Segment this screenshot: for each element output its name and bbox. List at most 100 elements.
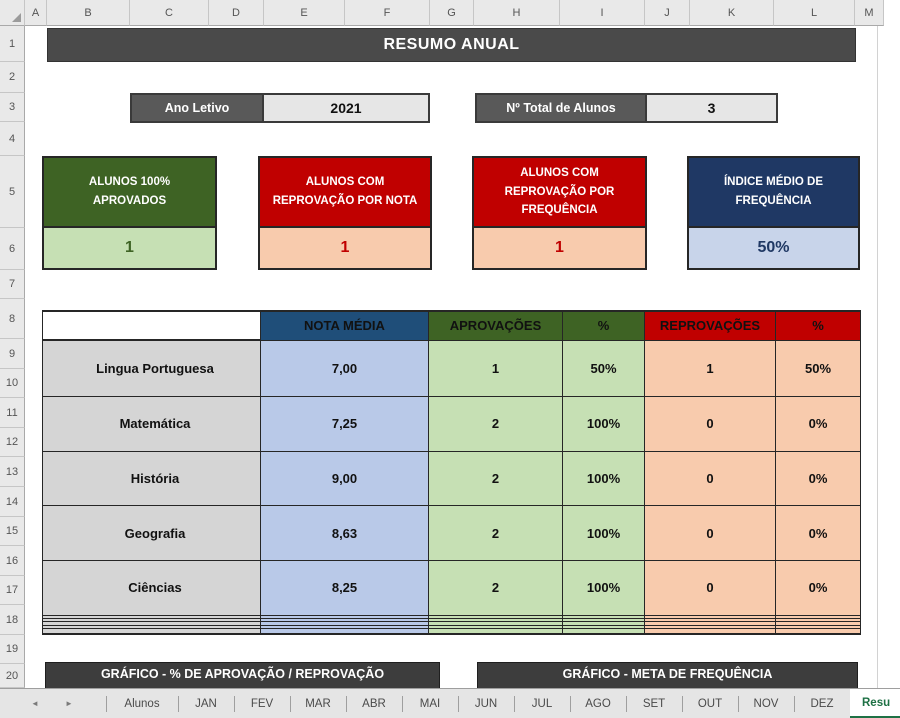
sheet-tab-jul[interactable]: JUL <box>514 689 570 718</box>
sheet-tab-fev[interactable]: FEV <box>234 689 290 718</box>
row-header-20[interactable]: 20 <box>0 664 25 688</box>
subject-cell[interactable]: História <box>42 450 261 507</box>
value-cell[interactable]: 7,25 <box>260 395 429 452</box>
value-cell[interactable]: 0 <box>644 505 776 561</box>
sheet-tab-mai[interactable]: MAI <box>402 689 458 718</box>
value-cell[interactable]: 0% <box>775 395 861 452</box>
subject-cell[interactable]: Lingua Portuguesa <box>42 338 261 397</box>
value-cell[interactable]: 0% <box>775 450 861 507</box>
column-header-D[interactable]: D <box>209 0 264 26</box>
row-header-8[interactable]: 8 <box>0 299 25 339</box>
column-header-L[interactable]: L <box>774 0 855 26</box>
column-header-cell: NOTA MÉDIA <box>260 310 429 341</box>
summary-card-value[interactable]: 1 <box>44 228 215 268</box>
column-header-H[interactable]: H <box>474 0 560 26</box>
value-cell[interactable]: 100% <box>562 505 645 561</box>
table-row-empty <box>42 621 861 626</box>
subject-cell[interactable] <box>42 628 261 636</box>
sheet-tab-mar[interactable]: MAR <box>290 689 346 718</box>
value-cell[interactable]: 8,25 <box>260 559 429 616</box>
column-header-A[interactable]: A <box>25 0 47 26</box>
row-header-2[interactable]: 2 <box>0 62 25 93</box>
value-cell[interactable]: 0 <box>644 450 776 507</box>
subject-cell[interactable]: Matemática <box>42 395 261 452</box>
subject-cell[interactable]: Ciências <box>42 559 261 616</box>
value-cell[interactable] <box>644 628 776 636</box>
row-header-15[interactable]: 15 <box>0 517 25 546</box>
sheet-tab-jun[interactable]: JUN <box>458 689 514 718</box>
sheet-tab-abr[interactable]: ABR <box>346 689 402 718</box>
value-cell[interactable]: 100% <box>562 450 645 507</box>
sheet-tab-nov[interactable]: NOV <box>738 689 794 718</box>
value-cell[interactable]: 8,63 <box>260 505 429 561</box>
summary-card-label: ALUNOS COM REPROVAÇÃO POR NOTA <box>260 158 430 228</box>
value-cell[interactable]: 50% <box>775 339 861 397</box>
row-header-11[interactable]: 11 <box>0 398 25 428</box>
sheet-tab-set[interactable]: SET <box>626 689 682 718</box>
row-header-1[interactable]: 1 <box>0 26 25 62</box>
total-alunos-value[interactable]: 3 <box>647 95 776 121</box>
value-cell[interactable]: 0 <box>644 395 776 452</box>
ano-letivo-value[interactable]: 2021 <box>264 95 428 121</box>
row-header-6[interactable]: 6 <box>0 228 25 270</box>
value-cell[interactable]: 9,00 <box>260 450 429 507</box>
value-cell[interactable]: 2 <box>428 559 563 616</box>
value-cell[interactable] <box>260 628 429 636</box>
summary-card-value[interactable]: 1 <box>260 228 430 268</box>
tab-scroll-right-icon[interactable]: ► <box>65 699 73 708</box>
row-header-3[interactable]: 3 <box>0 93 25 122</box>
row-header-16[interactable]: 16 <box>0 546 25 576</box>
value-cell[interactable] <box>562 628 645 636</box>
value-cell[interactable] <box>428 628 563 636</box>
value-cell[interactable]: 100% <box>562 395 645 452</box>
summary-card-value[interactable]: 50% <box>689 228 858 268</box>
sheet-tab-resumo-active[interactable]: Resu <box>850 689 900 718</box>
row-header-18[interactable]: 18 <box>0 605 25 635</box>
value-cell[interactable]: 1 <box>644 339 776 397</box>
column-header-F[interactable]: F <box>345 0 430 26</box>
row-header-19[interactable]: 19 <box>0 635 25 664</box>
column-header-J[interactable]: J <box>645 0 690 26</box>
column-header-M[interactable]: M <box>855 0 884 26</box>
column-header-E[interactable]: E <box>264 0 345 26</box>
row-header-5[interactable]: 5 <box>0 156 25 228</box>
sheet-tab-out[interactable]: OUT <box>682 689 738 718</box>
column-header-B[interactable]: B <box>47 0 130 26</box>
value-cell[interactable]: 0% <box>775 559 861 616</box>
sheet-tab-dez[interactable]: DEZ <box>794 689 850 718</box>
column-header-G[interactable]: G <box>430 0 474 26</box>
sheet-tab-jan[interactable]: JAN <box>178 689 234 718</box>
value-cell[interactable]: 7,00 <box>260 339 429 397</box>
value-cell[interactable] <box>775 624 861 630</box>
subject-cell[interactable]: Geografia <box>42 505 261 561</box>
column-header-I[interactable]: I <box>560 0 645 26</box>
value-cell[interactable]: 1 <box>428 339 563 397</box>
row-header-7[interactable]: 7 <box>0 270 25 299</box>
row-header-17[interactable]: 17 <box>0 576 25 605</box>
sheet-tab-alunos[interactable]: Alunos <box>106 689 178 718</box>
column-header-C[interactable]: C <box>130 0 209 26</box>
summary-card-value[interactable]: 1 <box>474 228 645 268</box>
value-cell[interactable]: 2 <box>428 505 563 561</box>
value-cell[interactable]: 2 <box>428 395 563 452</box>
table-row: Lingua Portuguesa 7,00 1 50% 1 50% <box>42 338 861 397</box>
row-header-13[interactable]: 13 <box>0 457 25 487</box>
sheet-tab-ago[interactable]: AGO <box>570 689 626 718</box>
value-cell[interactable] <box>775 628 861 636</box>
value-cell[interactable]: 0% <box>775 505 861 561</box>
tab-scroll-left-icon[interactable]: ◄ <box>31 699 39 708</box>
select-all-corner[interactable] <box>0 0 25 26</box>
row-header-12[interactable]: 12 <box>0 428 25 457</box>
chart-section-title-frequencia: GRÁFICO - META DE FREQUÊNCIA <box>477 662 858 688</box>
value-cell[interactable]: 2 <box>428 450 563 507</box>
value-cell[interactable]: 100% <box>562 559 645 616</box>
column-header-K[interactable]: K <box>690 0 774 26</box>
row-header-10[interactable]: 10 <box>0 369 25 398</box>
row-header-9[interactable]: 9 <box>0 339 25 369</box>
value-cell[interactable]: 50% <box>562 339 645 397</box>
value-cell[interactable]: 0 <box>644 559 776 616</box>
row-header-14[interactable]: 14 <box>0 487 25 517</box>
row-header-4[interactable]: 4 <box>0 122 25 156</box>
select-all-triangle-icon <box>12 13 21 22</box>
